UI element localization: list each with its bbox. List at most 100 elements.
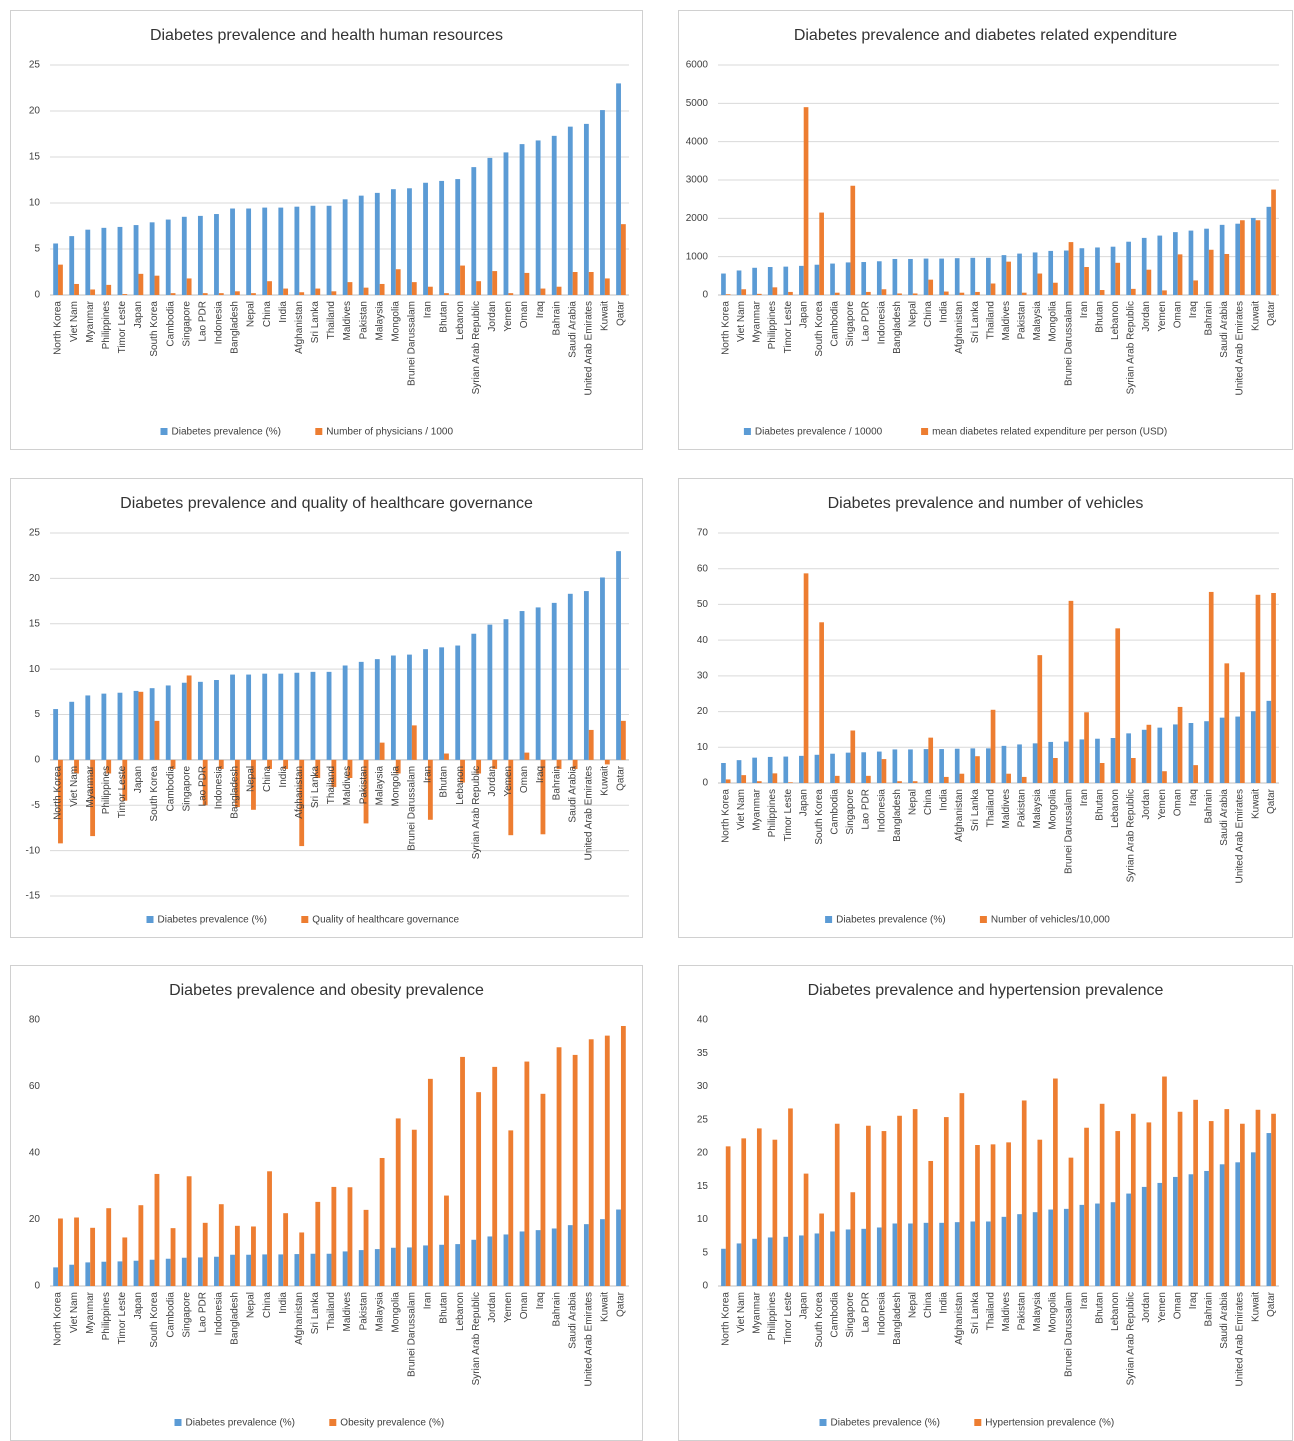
bar (197, 1257, 203, 1286)
bar (165, 685, 171, 760)
x-tick-label: Maldives (342, 766, 353, 805)
bar (1095, 247, 1100, 295)
bar (181, 1257, 187, 1286)
panel-border (678, 10, 1293, 450)
y-tick-label: 15 (29, 152, 41, 163)
bar (1162, 1076, 1167, 1286)
bar (928, 1160, 934, 1286)
bar (315, 759, 321, 779)
bar (975, 291, 980, 295)
x-tick-label: Japan (133, 766, 144, 793)
bar (897, 293, 902, 295)
x-tick-label: Iran (1079, 1292, 1090, 1309)
bar (58, 759, 63, 844)
x-tick-label: Singapore (181, 301, 192, 347)
x-tick-label: Afghanistan (954, 789, 965, 842)
legend-label: Diabetes prevalence (%) (831, 1418, 941, 1429)
bar (772, 287, 778, 295)
bar (959, 292, 965, 295)
bar (149, 688, 155, 760)
x-tick-label: Syrian Arab Republic (471, 766, 482, 859)
bar (1219, 224, 1225, 295)
bar (540, 1093, 546, 1286)
x-tick-label: Nepal (246, 1292, 257, 1318)
bar (492, 271, 498, 295)
bar (1240, 220, 1245, 295)
bar (170, 759, 176, 769)
y-tick-label: 4000 (686, 136, 709, 147)
x-tick-label: Bangladesh (230, 1292, 241, 1345)
y-tick-label: 2000 (686, 213, 709, 224)
bar (326, 205, 332, 295)
y-tick-label: 50 (697, 599, 709, 610)
y-tick-label: 20 (29, 106, 41, 117)
legend-swatch (974, 1419, 982, 1426)
bar (814, 1233, 820, 1286)
bar (230, 208, 235, 295)
x-tick-label: Pakistan (1017, 789, 1028, 827)
bar (342, 665, 348, 760)
bar (53, 243, 59, 295)
bar (519, 144, 525, 295)
x-tick-label: Qatar (616, 1291, 627, 1317)
bar (411, 1129, 417, 1286)
bar (756, 1128, 762, 1286)
bar (1146, 1122, 1152, 1286)
bar (347, 282, 353, 295)
x-tick-label: Sri Lanka (310, 301, 321, 344)
legend-swatch (819, 1419, 827, 1426)
bar (181, 682, 187, 760)
bar (588, 272, 594, 295)
x-tick-label: Syrian Arab Republic (471, 301, 482, 394)
x-tick-label: Sri Lanka (310, 765, 321, 808)
x-tick-label: Singapore (845, 789, 856, 835)
bar (294, 1254, 300, 1286)
bar (460, 759, 465, 783)
bar (1053, 1078, 1058, 1286)
bar (912, 293, 918, 295)
bar (1224, 253, 1230, 295)
y-tick-label: 25 (29, 528, 41, 539)
bar (881, 759, 887, 783)
bar (106, 1208, 112, 1286)
bar (186, 675, 192, 760)
chart-title: Diabetes prevalence and quality of healt… (120, 495, 533, 512)
bar (246, 208, 252, 295)
x-tick-label: China (923, 789, 934, 816)
legend-label: Number of physicians / 1000 (326, 427, 453, 438)
legend-label: Number of vehicles/10,000 (991, 915, 1110, 926)
x-tick-label: Myanmar (752, 1291, 763, 1333)
x-tick-label: North Korea (720, 301, 731, 355)
bar (294, 672, 300, 760)
bar (1006, 773, 1011, 783)
x-tick-label: China (262, 1292, 273, 1319)
bar (460, 1056, 465, 1286)
bar (540, 759, 546, 835)
bar (752, 757, 757, 783)
bar (90, 289, 96, 295)
y-tick-label: 40 (697, 1015, 709, 1026)
x-tick-label: Timor Leste (117, 765, 128, 818)
bar (970, 257, 976, 295)
chart-title: Diabetes prevalence and obesity prevalen… (169, 982, 484, 999)
bar (218, 1204, 224, 1286)
bar (85, 229, 91, 295)
bar (600, 1219, 605, 1286)
x-tick-label: South Korea (149, 1292, 160, 1348)
bar (535, 1230, 541, 1286)
bar (725, 1146, 731, 1286)
bar (954, 748, 960, 783)
legend-swatch (921, 428, 929, 435)
bar (736, 760, 742, 783)
x-tick-label: Oman (519, 301, 530, 328)
x-tick-label: Yemen (503, 1292, 514, 1323)
x-tick-label: Bhutan (439, 1292, 450, 1324)
x-tick-label: Pakistan (1017, 1292, 1028, 1330)
x-tick-label: Jordan (487, 301, 498, 332)
bar (358, 661, 364, 760)
bar (1048, 250, 1054, 295)
x-tick-label: United Arab Emirates (1235, 1292, 1246, 1387)
bar (519, 1231, 525, 1286)
bar (202, 1222, 208, 1286)
bar (943, 291, 949, 295)
